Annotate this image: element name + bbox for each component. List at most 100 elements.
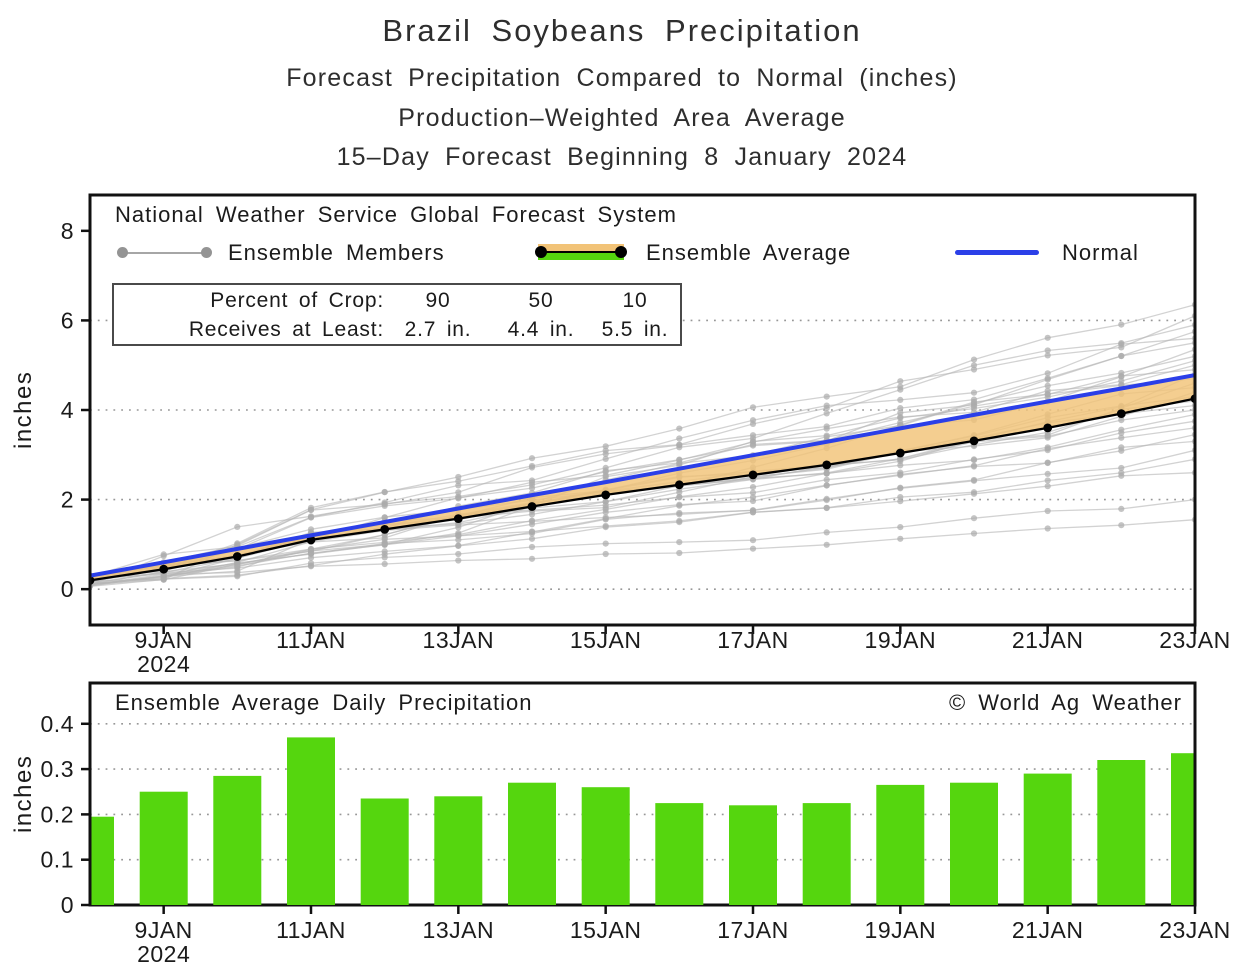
daily-precip-bar (1171, 753, 1195, 905)
ensemble-average-line (90, 397, 1195, 582)
ensemble-member-line (90, 364, 1195, 577)
bottom-chart-y-axis-label: inches (10, 754, 37, 834)
top-y-tick-label: 2 (61, 487, 74, 513)
daily-precip-bar (90, 816, 114, 905)
top-x-tick-label: 13JAN (423, 627, 495, 653)
ensemble-average-dot (1043, 423, 1053, 433)
ensemble-member-line (90, 315, 1195, 583)
crop-row2-value-3: 5.5 in. (601, 317, 669, 341)
ensemble-member-line (90, 420, 1195, 582)
bottom-x-tick-label: 13JAN (423, 917, 495, 943)
ensemble-member-line (90, 519, 1195, 580)
crop-row2-value-1: 2.7 in. (404, 317, 472, 341)
forecast-system-annotation: National Weather Service Global Forecast… (115, 202, 677, 227)
top-x-tick-label: 23JAN (1159, 627, 1231, 653)
ensemble-average-dot (822, 460, 832, 470)
ensemble-average-dot (380, 525, 390, 534)
normal-legend-label: Normal (1062, 240, 1139, 265)
daily-precip-bars (90, 737, 1195, 905)
top-x-tick-label: 9JAN (135, 627, 193, 653)
bottom-x-tick-label: 21JAN (1012, 917, 1084, 943)
chart-subtitle-2: Production–Weighted Area Average (398, 104, 846, 132)
daily-precip-bar (802, 803, 851, 905)
ensemble-member-line (90, 458, 1195, 587)
daily-precip-bar (729, 805, 777, 905)
copyright-label: © World Ag Weather (948, 690, 1182, 715)
top-x-tick-label: 21JAN (1012, 627, 1084, 653)
top-chart-y-axis-label: inches (10, 370, 37, 450)
top-y-tick-label: 8 (61, 218, 74, 244)
daily-precip-bar (1097, 760, 1146, 905)
member-key-dot-left (117, 247, 128, 258)
ensemble-member-line (90, 472, 1195, 585)
ensemble-average-dot (674, 480, 684, 490)
ensemble-member-line (90, 449, 1195, 586)
average-key-dot-right (615, 246, 627, 258)
chart-subtitle-3: 15–Day Forecast Beginning 8 January 2024 (336, 143, 908, 171)
average-key-black-line (538, 251, 624, 253)
top-y-tick-label: 6 (61, 307, 74, 333)
crop-box-row-2: Receives at Least: 2.7 in. 4.4 in. 5.5 i… (114, 315, 680, 344)
crop-row1-label: Percent of Crop: (210, 288, 384, 312)
crop-row1-value-10: 10 (622, 288, 648, 312)
crop-percent-box: Percent of Crop: 90 50 10 Receives at Le… (112, 283, 682, 346)
bottom-x-tick-label: 19JAN (865, 917, 937, 943)
top-chart-data-area (90, 301, 1195, 590)
ensemble-average-dot (232, 552, 242, 561)
daily-precip-bar (287, 737, 335, 905)
member-key-line (120, 251, 209, 254)
bottom-x-tick-label: 17JAN (717, 917, 789, 943)
member-key-dot-right (201, 247, 212, 258)
daily-precip-bar (1023, 773, 1072, 905)
daily-precip-bar (950, 782, 998, 905)
daily-precip-bar (434, 796, 483, 905)
ensemble-member-line (90, 413, 1195, 577)
top-x-tick-label: 11JAN (276, 627, 346, 653)
top-x-tick-label: 19JAN (865, 627, 937, 653)
daily-precip-bar (360, 798, 409, 905)
bottom-y-tick-label: 0.3 (41, 756, 74, 782)
ensemble-member-line (90, 324, 1195, 586)
ensemble-member-line (90, 337, 1195, 578)
normal-legend-key (955, 250, 1039, 255)
crop-row1-value-50: 50 (528, 288, 554, 312)
bottom-x-tick-label: 23JAN (1159, 917, 1231, 943)
average-key-green-band (538, 253, 624, 260)
ensemble-member-line (90, 342, 1195, 578)
ensemble-average-dot (159, 564, 169, 574)
bottom-y-tick-label: 0 (61, 892, 74, 918)
crop-row2-value-2: 4.4 in. (507, 317, 575, 341)
crop-row2-label: Receives at Least: (188, 317, 384, 341)
daily-precip-bar (213, 775, 262, 905)
ensemble-members-legend-key (117, 247, 212, 258)
bottom-y-tick-label: 0.4 (41, 711, 74, 737)
average-key-dot-left (535, 246, 547, 258)
ensemble-average-dot (969, 436, 979, 446)
daily-precip-bar (581, 787, 630, 905)
ensemble-member-line (90, 440, 1195, 586)
top-x-tick-label: 15JAN (570, 627, 642, 653)
average-key-orange-band (538, 244, 624, 252)
chart-subtitle-1: Forecast Precipitation Compared to Norma… (286, 64, 958, 92)
bottom-x-tick-label: 11JAN (276, 917, 346, 943)
ensemble-average-legend-label: Ensemble Average (646, 240, 852, 265)
crop-row1-value-90: 90 (425, 288, 451, 312)
ensemble-average-dot (527, 502, 537, 511)
ensemble-average-dot (895, 448, 905, 458)
crop-box-row-1: Percent of Crop: 90 50 10 (114, 286, 680, 315)
ensemble-member-line (90, 427, 1195, 584)
ensemble-average-dot (748, 470, 758, 480)
daily-precip-bar (139, 791, 188, 905)
bottom-x-tick-sublabel: 2024 (137, 941, 190, 967)
bottom-y-tick-label: 0.2 (41, 801, 74, 827)
ensemble-average-dot (1116, 409, 1126, 418)
top-y-tick-label: 0 (61, 576, 74, 602)
ensemble-member-line (90, 382, 1195, 578)
chart-title: Brazil Soybeans Precipitation (382, 13, 862, 48)
bottom-y-tick-label: 0.1 (41, 847, 74, 873)
top-x-tick-sublabel: 2024 (137, 651, 190, 677)
ensemble-average-dot (453, 514, 463, 523)
